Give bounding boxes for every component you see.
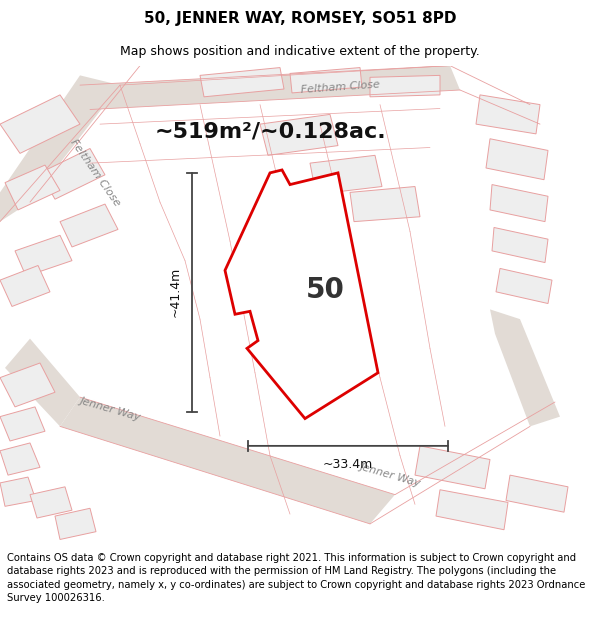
Text: ~41.4m: ~41.4m [169,268,182,318]
Text: Jenner Way: Jenner Way [79,396,142,422]
Text: ~33.4m: ~33.4m [323,458,373,471]
Polygon shape [0,95,80,153]
Polygon shape [290,68,362,93]
Polygon shape [5,165,60,210]
Text: Feltham Close: Feltham Close [300,79,380,95]
Polygon shape [490,309,560,426]
Polygon shape [490,184,548,222]
Polygon shape [0,477,36,506]
Polygon shape [5,339,80,426]
Polygon shape [30,487,72,518]
Polygon shape [476,95,540,134]
Polygon shape [15,235,72,276]
Polygon shape [492,228,548,262]
Polygon shape [350,186,420,222]
Text: Map shows position and indicative extent of the property.: Map shows position and indicative extent… [120,45,480,58]
Polygon shape [200,68,284,97]
Polygon shape [55,508,96,539]
Polygon shape [506,475,568,512]
Polygon shape [0,407,45,441]
Polygon shape [0,76,120,222]
Polygon shape [40,149,105,199]
Polygon shape [486,139,548,180]
Polygon shape [80,66,460,109]
Polygon shape [310,156,382,194]
Polygon shape [0,443,40,475]
Polygon shape [370,76,440,97]
Text: ~519m²/~0.128ac.: ~519m²/~0.128ac. [154,122,386,142]
Polygon shape [415,446,490,489]
Text: Jenner Way: Jenner Way [358,462,422,489]
Polygon shape [60,397,395,524]
Polygon shape [260,114,338,156]
Text: Feltham Close: Feltham Close [68,138,122,208]
Polygon shape [225,170,378,419]
Polygon shape [0,363,55,407]
Text: Contains OS data © Crown copyright and database right 2021. This information is : Contains OS data © Crown copyright and d… [7,553,586,602]
Text: 50: 50 [305,276,344,304]
Polygon shape [496,268,552,304]
Polygon shape [436,490,508,530]
Polygon shape [0,266,50,306]
Polygon shape [60,204,118,247]
Text: 50, JENNER WAY, ROMSEY, SO51 8PD: 50, JENNER WAY, ROMSEY, SO51 8PD [144,11,456,26]
